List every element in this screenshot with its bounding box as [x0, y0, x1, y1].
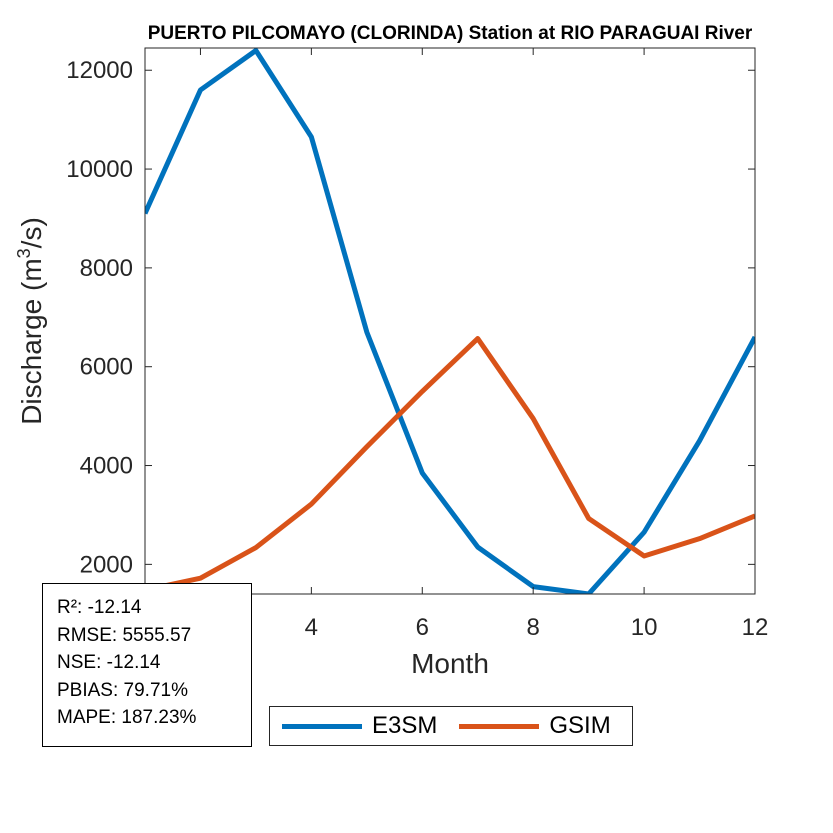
y-tick-label: 4000	[80, 453, 133, 480]
y-axis-label-sup: 3	[14, 248, 34, 258]
plot-frame	[144, 47, 756, 595]
legend-item-e3sm: E3SM	[282, 712, 437, 740]
series-layer	[145, 48, 755, 594]
plot-area	[145, 48, 755, 594]
x-axis-label: Month	[411, 648, 489, 679]
stats-box: R²: -12.14 RMSE: 5555.57 NSE: -12.14 PBI…	[42, 583, 252, 747]
stat-rmse: RMSE: 5555.57	[57, 624, 192, 646]
y-axis-label: Discharge (m3/s)	[14, 217, 47, 425]
legend-swatch-gsim	[459, 723, 540, 729]
series-line-gsim	[145, 336, 755, 593]
y-tick-label: 12000	[66, 57, 133, 84]
stat-r2: R²: -12.14	[57, 597, 142, 618]
stat-nse: NSE: -12.14	[57, 652, 161, 673]
stat-pbias: PBIAS: 79.71%	[57, 679, 188, 701]
legend: E3SM GSIM	[269, 706, 633, 746]
y-tick-label: 10000	[66, 156, 133, 183]
y-axis-label-end: /s)	[16, 217, 47, 248]
legend-label-gsim: GSIM	[549, 712, 611, 739]
x-tick-label: 8	[527, 614, 540, 641]
x-tick-label: 10	[631, 614, 658, 641]
legend-label-e3sm: E3SM	[372, 712, 438, 739]
y-axis-label-main: Discharge (m	[16, 258, 47, 424]
x-tick-label: 12	[742, 614, 769, 641]
series-line-e3sm	[145, 48, 755, 594]
y-tick-label: 6000	[80, 354, 133, 381]
chart-title: PUERTO PILCOMAYO (CLORINDA) Station at R…	[148, 23, 753, 44]
legend-swatch-e3sm	[282, 723, 362, 729]
x-tick-label: 4	[305, 614, 318, 641]
ticks-layer: 2000400060008000100001200024681012	[66, 48, 768, 641]
stat-mape: MAPE: 187.23%	[57, 707, 197, 728]
y-tick-label: 8000	[80, 255, 133, 282]
x-tick-label: 6	[416, 614, 429, 641]
legend-item-gsim: GSIM	[459, 712, 611, 740]
y-tick-label: 2000	[80, 551, 133, 578]
